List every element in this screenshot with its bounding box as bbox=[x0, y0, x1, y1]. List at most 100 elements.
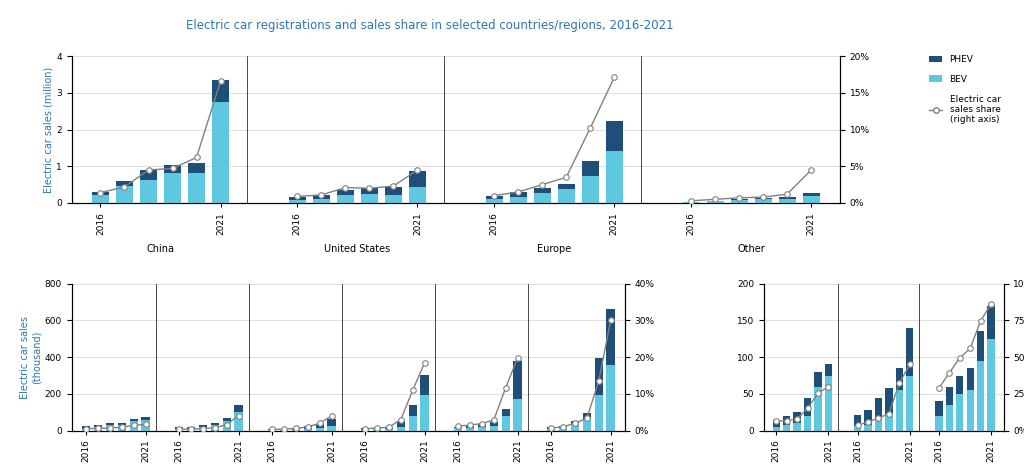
Bar bbox=[824, 365, 833, 375]
Bar bbox=[570, 421, 579, 424]
Bar bbox=[558, 183, 574, 190]
Bar bbox=[212, 102, 229, 203]
Bar bbox=[804, 397, 811, 416]
Bar bbox=[854, 415, 861, 426]
Bar bbox=[361, 194, 378, 203]
Bar bbox=[466, 428, 474, 431]
Bar bbox=[385, 429, 393, 431]
Bar bbox=[606, 308, 614, 366]
Bar bbox=[606, 151, 623, 203]
Bar bbox=[773, 427, 780, 431]
Bar bbox=[361, 188, 378, 194]
Bar bbox=[824, 375, 833, 431]
Bar bbox=[164, 165, 181, 173]
Bar bbox=[510, 192, 526, 197]
Bar bbox=[967, 368, 974, 390]
Bar bbox=[409, 405, 417, 416]
Bar bbox=[82, 429, 90, 431]
Bar bbox=[794, 412, 801, 423]
Bar bbox=[906, 375, 913, 431]
Bar bbox=[211, 423, 219, 425]
Bar bbox=[558, 190, 574, 203]
Bar bbox=[140, 180, 157, 203]
Bar bbox=[547, 427, 555, 429]
Bar bbox=[502, 416, 510, 431]
Bar bbox=[105, 425, 114, 431]
Bar bbox=[396, 427, 404, 431]
Bar bbox=[595, 395, 603, 431]
Bar bbox=[409, 171, 426, 187]
Bar bbox=[118, 423, 126, 425]
Bar bbox=[874, 397, 882, 419]
Bar bbox=[385, 195, 401, 203]
Bar bbox=[280, 429, 288, 430]
Bar bbox=[755, 198, 771, 199]
Bar bbox=[885, 388, 893, 414]
Bar bbox=[582, 161, 599, 176]
Bar bbox=[485, 199, 503, 203]
Bar bbox=[731, 200, 748, 203]
Bar bbox=[222, 418, 230, 421]
Bar bbox=[222, 421, 230, 431]
Bar bbox=[92, 192, 109, 195]
Text: China: China bbox=[146, 244, 174, 254]
Bar bbox=[385, 187, 401, 195]
Bar bbox=[337, 190, 353, 195]
Text: United States: United States bbox=[325, 244, 390, 254]
Bar bbox=[977, 331, 984, 361]
Bar bbox=[164, 173, 181, 203]
Bar bbox=[199, 425, 207, 427]
Bar bbox=[82, 426, 90, 429]
Bar bbox=[385, 427, 393, 429]
Bar bbox=[956, 394, 964, 431]
Bar bbox=[513, 361, 522, 399]
Bar bbox=[313, 199, 330, 203]
Bar bbox=[94, 424, 102, 427]
Bar bbox=[234, 412, 243, 431]
Bar bbox=[547, 429, 555, 431]
Bar bbox=[864, 410, 871, 424]
Bar bbox=[896, 368, 903, 390]
Text: Other: Other bbox=[737, 244, 765, 254]
Bar bbox=[803, 196, 819, 203]
Text: Europe: Europe bbox=[538, 244, 571, 254]
Bar bbox=[105, 423, 114, 425]
Bar bbox=[755, 199, 771, 203]
Bar bbox=[896, 390, 903, 431]
Legend: PHEV, BEV, Electric car
sales share
(right axis): PHEV, BEV, Electric car sales share (rig… bbox=[925, 51, 1005, 128]
Bar bbox=[141, 417, 150, 419]
Bar bbox=[559, 426, 567, 428]
Bar bbox=[683, 202, 699, 203]
Bar bbox=[967, 390, 974, 431]
Bar bbox=[814, 372, 821, 387]
Bar bbox=[292, 428, 300, 430]
Bar bbox=[773, 419, 780, 427]
Bar bbox=[337, 195, 353, 203]
Y-axis label: Electric car sales (million): Electric car sales (million) bbox=[43, 66, 53, 193]
Bar bbox=[234, 405, 243, 412]
Bar bbox=[289, 200, 306, 203]
Bar bbox=[570, 424, 579, 431]
Bar bbox=[778, 198, 796, 203]
Bar bbox=[778, 197, 796, 198]
Bar bbox=[313, 195, 330, 199]
Bar bbox=[814, 387, 821, 431]
Bar bbox=[328, 426, 336, 431]
Bar bbox=[956, 375, 964, 394]
Bar bbox=[409, 187, 426, 203]
Bar bbox=[583, 419, 591, 431]
Bar bbox=[454, 426, 462, 428]
Bar bbox=[582, 176, 599, 203]
Bar bbox=[373, 429, 381, 431]
Bar bbox=[175, 429, 183, 431]
Bar bbox=[803, 193, 819, 196]
Bar bbox=[360, 430, 370, 431]
Bar bbox=[328, 419, 336, 426]
Bar bbox=[935, 416, 942, 431]
Bar bbox=[854, 426, 861, 431]
Bar bbox=[804, 416, 811, 431]
Bar bbox=[489, 422, 498, 426]
Bar bbox=[794, 423, 801, 431]
Bar bbox=[513, 399, 522, 431]
Bar bbox=[583, 413, 591, 419]
